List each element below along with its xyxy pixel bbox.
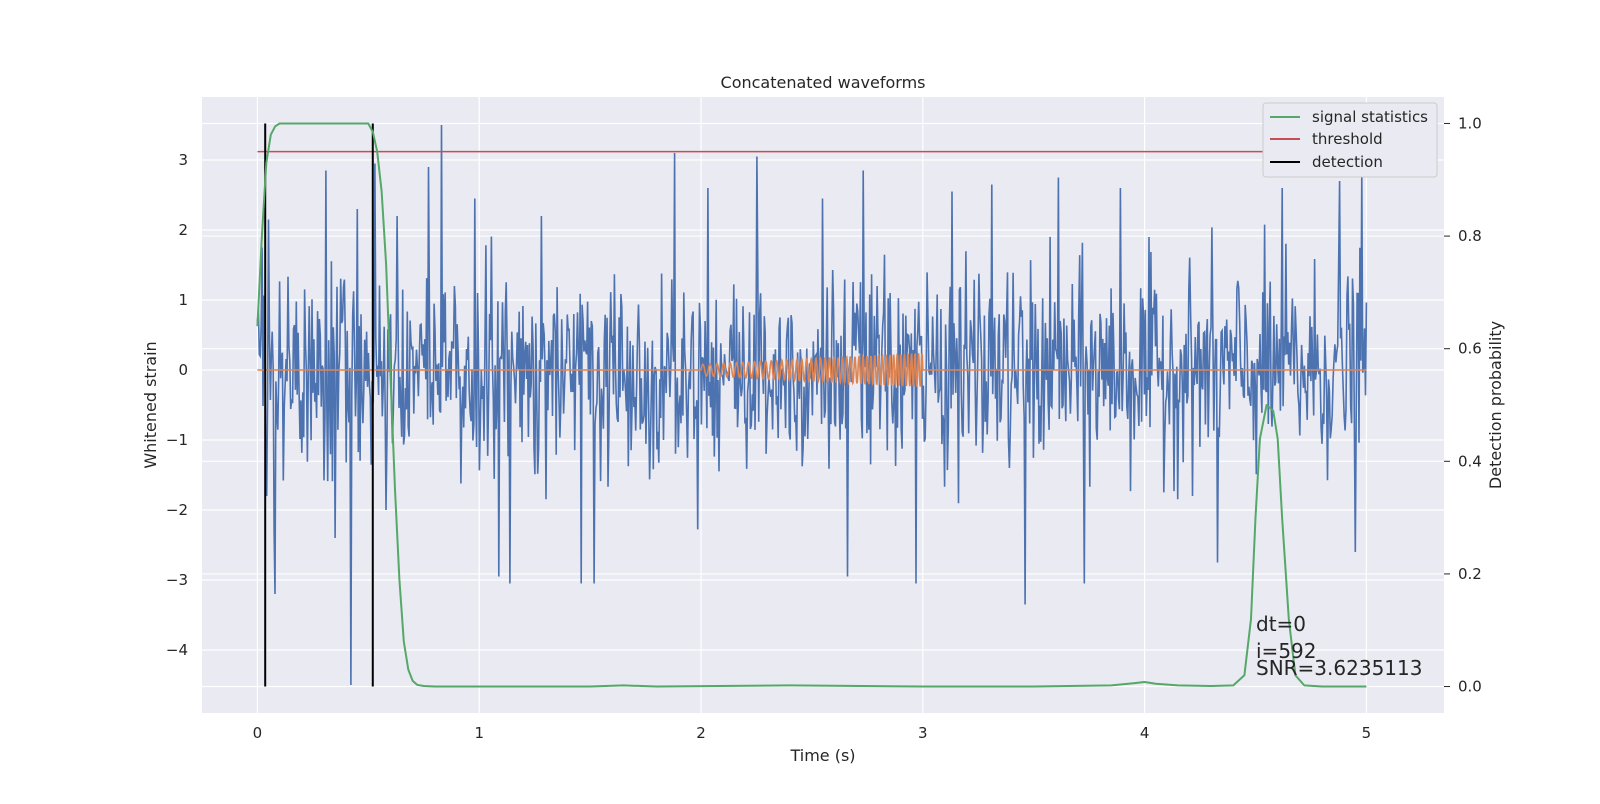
y-axis-label: Whitened strain bbox=[141, 341, 160, 468]
x-tick-label: 1 bbox=[474, 724, 484, 742]
series-strain-noise-line bbox=[256, 124, 1368, 686]
legend-box bbox=[1262, 102, 1438, 178]
legend-item-detection: detection bbox=[1270, 153, 1383, 171]
y-tick-label: −4 bbox=[166, 641, 188, 659]
legend-label-detection: detection bbox=[1312, 153, 1383, 171]
series-layer bbox=[256, 122, 1368, 688]
y-tick-label: −3 bbox=[166, 571, 188, 589]
y-tick-label: 3 bbox=[178, 151, 188, 169]
ticks: 0 1 2 3 4 5 −4 −3 −2 −1 0 1 2 3 0.0 0.2 0.4 0.6 0.8 1.0 bbox=[166, 114, 1482, 742]
x-tick-label: 3 bbox=[918, 724, 928, 742]
y2-tick-label: 0.2 bbox=[1458, 565, 1482, 583]
series-signal-statistics-line bbox=[256, 122, 1367, 688]
y2-tick-label: 0.8 bbox=[1458, 227, 1482, 245]
y2-tick-label: 0.0 bbox=[1458, 678, 1482, 696]
x-axis-label: Time (s) bbox=[789, 746, 855, 765]
y2-axis-label: Detection probability bbox=[1486, 321, 1505, 489]
x-tick-label: 0 bbox=[253, 724, 263, 742]
x-tick-label: 4 bbox=[1140, 724, 1150, 742]
legend-item-signal-statistics: signal statistics bbox=[1270, 108, 1428, 126]
x-tick-label: 2 bbox=[696, 724, 706, 742]
y-tick-label: −2 bbox=[166, 501, 188, 519]
y2-tick-label: 0.4 bbox=[1458, 452, 1482, 470]
legend-item-threshold: threshold bbox=[1270, 130, 1383, 148]
y2-tick-label: 1.0 bbox=[1458, 114, 1482, 132]
chart-title: Concatenated waveforms bbox=[721, 73, 926, 92]
annotations: dt=0 i=592 SNR=3.6235113 bbox=[1256, 612, 1422, 680]
y-tick-label: 1 bbox=[178, 291, 188, 309]
annotation-dt: dt=0 bbox=[1256, 612, 1306, 636]
legend-label-signal-statistics: signal statistics bbox=[1312, 108, 1428, 126]
y2-tick-label: 0.6 bbox=[1458, 340, 1482, 358]
annotation-i: i=592 bbox=[1256, 639, 1317, 663]
x-tick-label: 5 bbox=[1362, 724, 1372, 742]
legend-label-threshold: threshold bbox=[1312, 130, 1383, 148]
y-tick-label: 2 bbox=[178, 221, 188, 239]
y-tick-label: −1 bbox=[166, 431, 188, 449]
annotation-snr: SNR=3.6235113 bbox=[1256, 656, 1422, 680]
y-tick-label: 0 bbox=[178, 361, 188, 379]
legend: signal statistics threshold detection bbox=[1262, 102, 1438, 178]
series-template-chirp-line bbox=[257, 351, 1367, 389]
